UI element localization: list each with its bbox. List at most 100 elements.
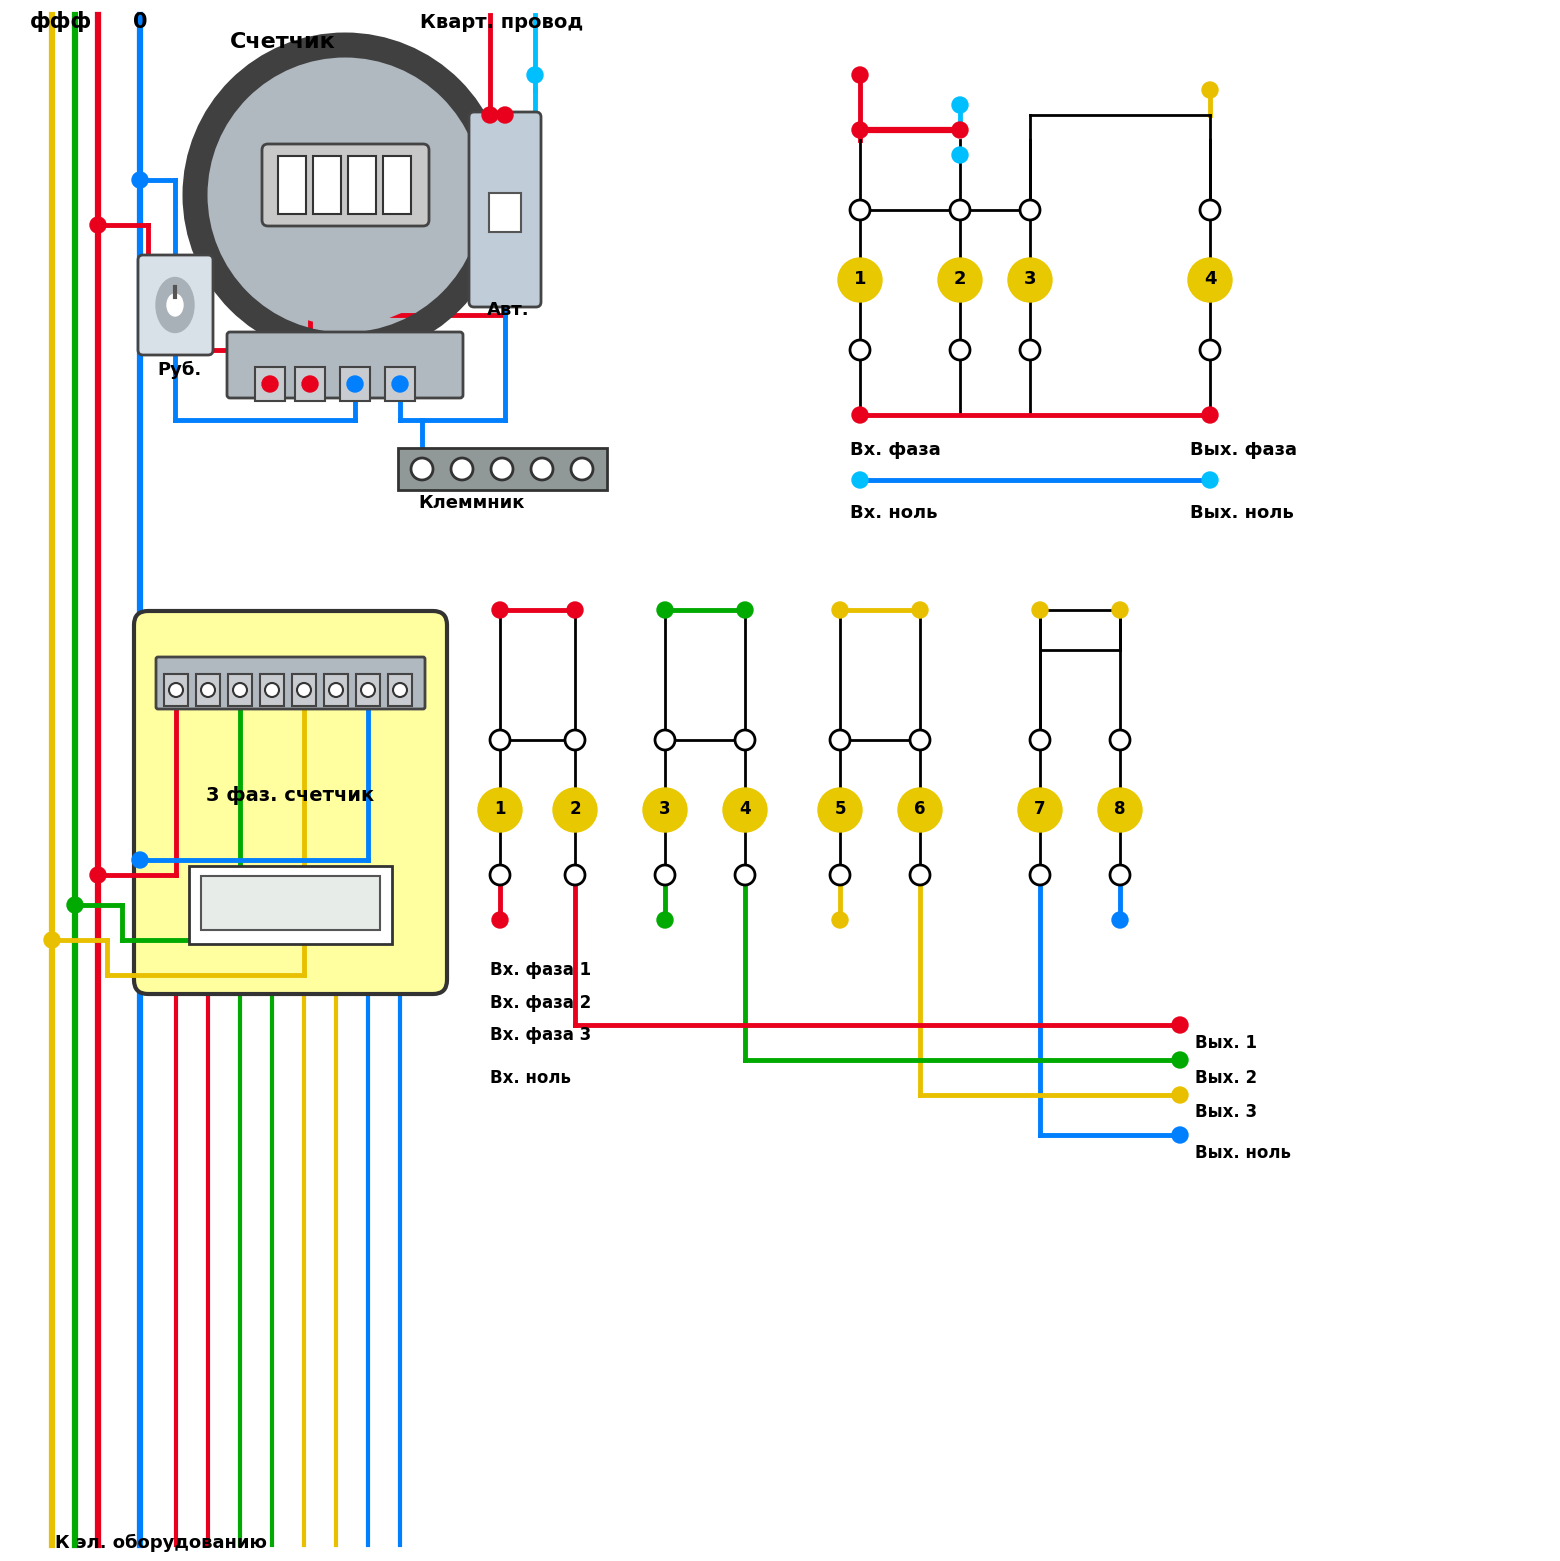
Text: Вых. 2: Вых. 2 [1195,1069,1257,1086]
Circle shape [913,603,928,618]
Circle shape [451,457,473,479]
Circle shape [571,457,593,479]
Text: Вх. фаза: Вх. фаза [850,442,941,459]
Circle shape [265,684,279,698]
FancyBboxPatch shape [340,367,370,401]
Circle shape [952,147,969,162]
Circle shape [1020,200,1041,220]
Circle shape [1203,471,1218,489]
Text: 2: 2 [953,270,966,287]
Circle shape [1172,1052,1189,1068]
Circle shape [44,932,59,948]
Circle shape [850,340,870,361]
Text: К эл. оборудованию: К эл. оборудованию [55,1534,267,1552]
Circle shape [201,684,215,698]
Circle shape [952,97,969,112]
Circle shape [491,912,509,927]
Circle shape [899,788,942,832]
FancyBboxPatch shape [470,112,541,308]
Circle shape [392,376,409,392]
Circle shape [1008,258,1051,301]
FancyBboxPatch shape [164,674,189,706]
Circle shape [527,67,543,83]
FancyBboxPatch shape [385,367,415,401]
Circle shape [67,898,83,913]
Circle shape [909,865,930,885]
Circle shape [565,731,585,749]
Circle shape [657,912,672,927]
Circle shape [850,200,870,220]
Circle shape [1203,407,1218,423]
Circle shape [1030,731,1050,749]
Circle shape [1200,340,1220,361]
Circle shape [393,684,407,698]
Text: Вх. ноль: Вх. ноль [850,504,938,521]
Text: Вых. фаза: Вых. фаза [1190,442,1296,459]
Text: 0: 0 [133,12,148,31]
Circle shape [262,376,278,392]
Circle shape [1172,1018,1189,1033]
FancyBboxPatch shape [356,674,381,706]
Text: 1: 1 [853,270,866,287]
Circle shape [1111,731,1129,749]
Circle shape [736,603,753,618]
Circle shape [852,407,867,423]
Circle shape [655,731,675,749]
Circle shape [1112,912,1128,927]
Circle shape [490,731,510,749]
Text: 3 фаз. счетчик: 3 фаз. счетчик [206,785,374,804]
Circle shape [1200,200,1220,220]
Circle shape [1019,788,1062,832]
Circle shape [838,258,881,301]
FancyBboxPatch shape [228,674,253,706]
Circle shape [491,603,509,618]
Text: Счетчик: Счетчик [229,31,335,52]
Text: Вых. ноль: Вых. ноль [1190,504,1293,521]
Circle shape [491,457,513,479]
Circle shape [831,912,849,927]
FancyBboxPatch shape [156,657,424,709]
FancyBboxPatch shape [488,194,521,233]
Circle shape [410,457,434,479]
FancyBboxPatch shape [197,674,220,706]
FancyBboxPatch shape [292,674,317,706]
Circle shape [852,122,867,137]
FancyBboxPatch shape [348,156,376,214]
Circle shape [482,108,498,123]
Circle shape [296,684,310,698]
Text: 6: 6 [914,799,925,818]
Circle shape [90,217,106,233]
Text: ффф: ффф [30,11,92,31]
Text: Вых. ноль: Вых. ноль [1195,1144,1292,1161]
Circle shape [830,865,850,885]
FancyBboxPatch shape [137,254,214,354]
Circle shape [168,684,183,698]
FancyBboxPatch shape [254,367,285,401]
Text: 3: 3 [1023,270,1036,287]
Circle shape [215,66,474,325]
FancyBboxPatch shape [388,674,412,706]
FancyBboxPatch shape [295,367,324,401]
Text: Руб.: Руб. [158,361,201,379]
Circle shape [498,108,513,123]
Text: Авт.: Авт. [487,301,530,318]
Circle shape [1111,865,1129,885]
Text: Вх. фаза 2: Вх. фаза 2 [490,994,591,1012]
Text: Вых. 3: Вых. 3 [1195,1104,1257,1121]
Circle shape [490,865,510,885]
Circle shape [643,788,686,832]
Text: 2: 2 [569,799,580,818]
FancyBboxPatch shape [201,876,381,930]
Circle shape [1172,1127,1189,1143]
Circle shape [90,866,106,884]
Circle shape [566,603,583,618]
Circle shape [909,731,930,749]
Circle shape [303,376,318,392]
Circle shape [1098,788,1142,832]
Circle shape [1203,83,1218,98]
Circle shape [360,684,374,698]
Ellipse shape [156,278,193,332]
FancyBboxPatch shape [261,674,284,706]
Text: 8: 8 [1114,799,1126,818]
Circle shape [817,788,863,832]
